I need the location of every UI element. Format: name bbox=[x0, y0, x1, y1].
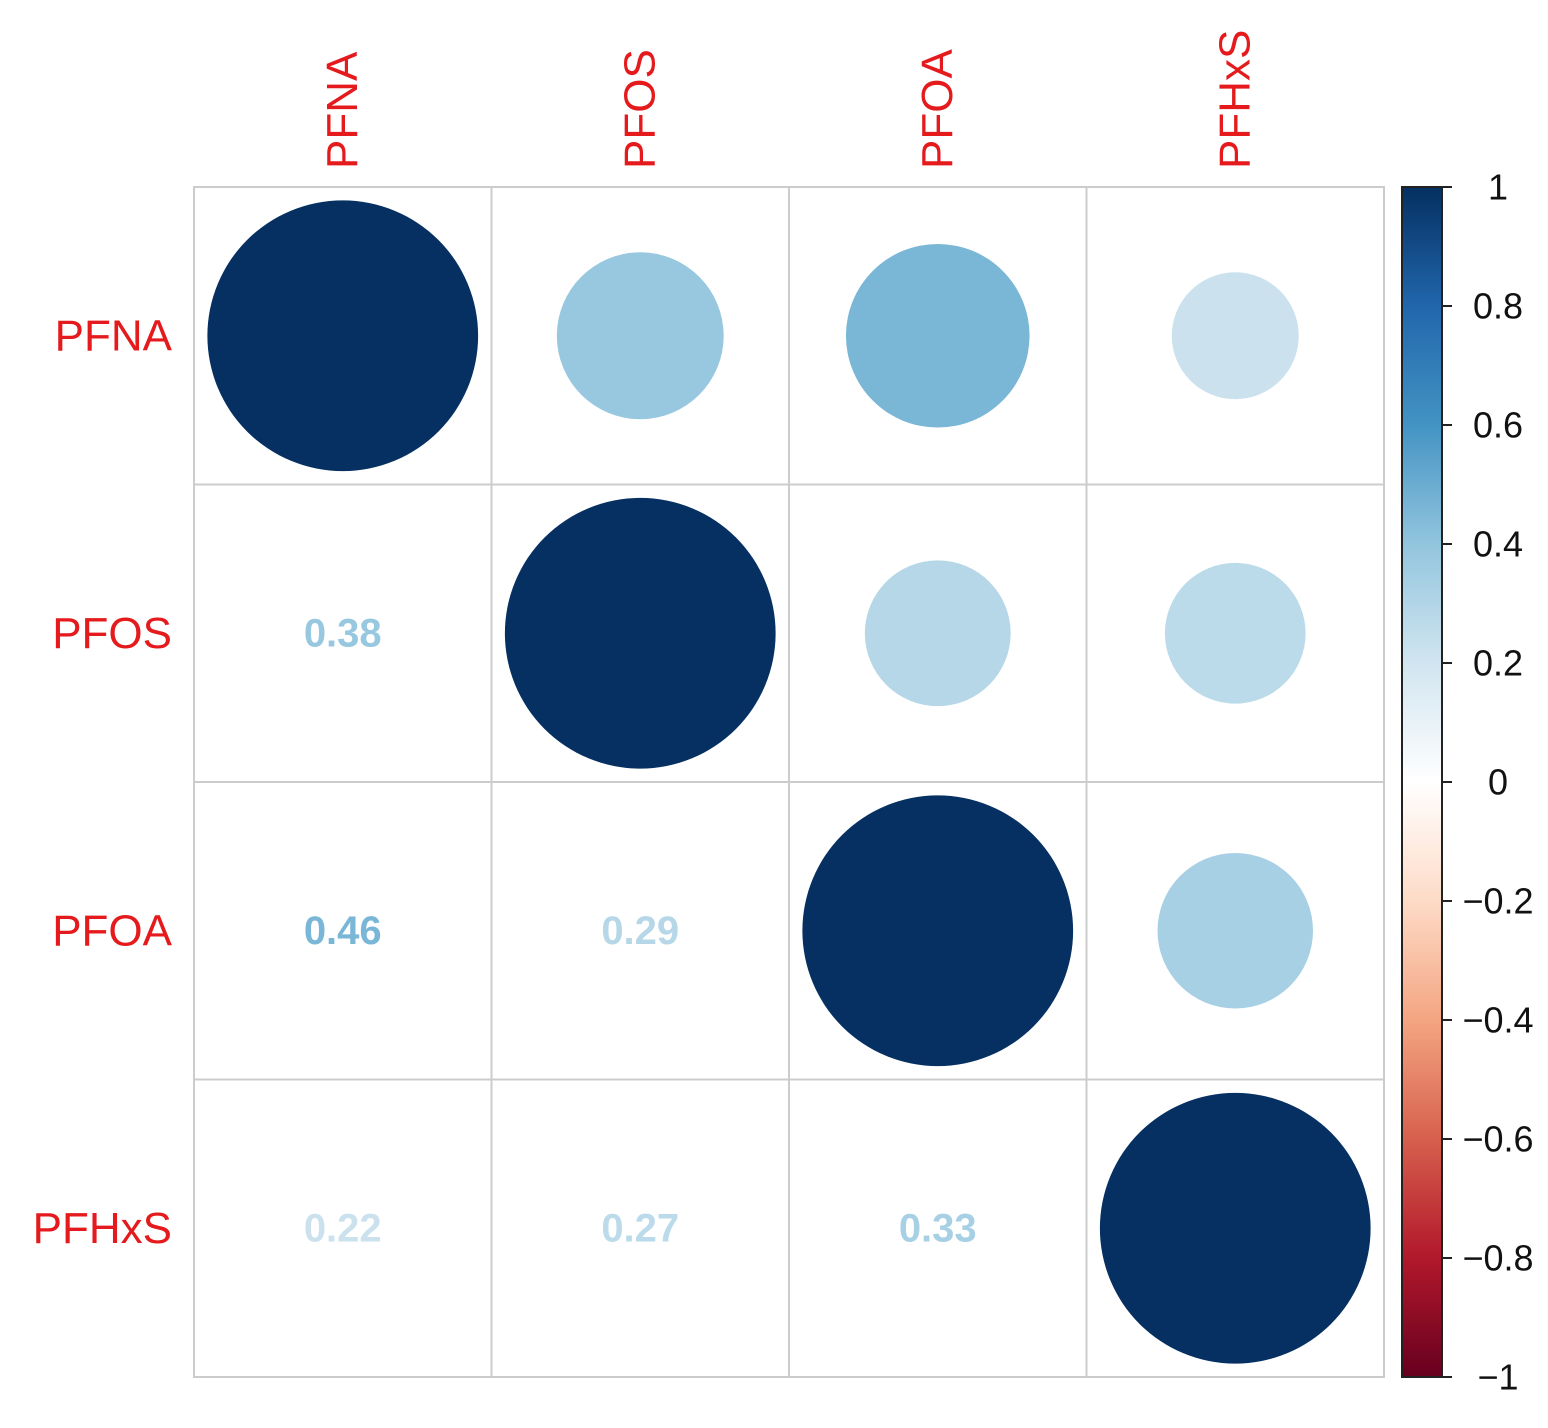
col-label-pfoa: PFOA bbox=[913, 49, 962, 169]
corr-circle-pfos-pfhxs bbox=[1164, 562, 1306, 704]
corr-circle-pfna-pfos bbox=[556, 252, 724, 420]
matrix-glyphs: 0.38 0.46 0.29 0.22 0.27 0.33 bbox=[207, 200, 1371, 1364]
corr-circle-pfna-pfna bbox=[207, 200, 479, 472]
row-label-pfoa: PFOA bbox=[52, 906, 172, 955]
col-label-pfos: PFOS bbox=[615, 49, 664, 169]
corr-circle-pfos-pfoa bbox=[864, 560, 1011, 707]
corr-circle-pfna-pfoa bbox=[845, 243, 1030, 428]
variable-labels: PFNA PFNA PFOS PFOS PFOA PFOA PFHxS PFHxS bbox=[33, 30, 1260, 1253]
corr-value-pfos-pfna: 0.38 bbox=[304, 611, 382, 655]
colorbar-tick-label: −0.2 bbox=[1462, 881, 1533, 922]
corr-circle-pfna-pfhxs bbox=[1171, 272, 1299, 400]
col-label-pfna: PFNA bbox=[318, 51, 367, 169]
colorbar-tick-label: −0.6 bbox=[1462, 1119, 1533, 1160]
corr-circle-pfoa-pfhxs bbox=[1157, 852, 1314, 1009]
row-label-pfhxs: PFHxS bbox=[33, 1204, 172, 1253]
corr-circle-pfhxs-pfhxs bbox=[1099, 1092, 1371, 1364]
col-label-pfhxs: PFHxS bbox=[1210, 30, 1259, 169]
colorbar-tick-label: 1 bbox=[1488, 167, 1508, 208]
row-label-pfna: PFNA bbox=[55, 311, 173, 360]
colorbar-tick-label: 0.8 bbox=[1473, 286, 1523, 327]
corr-value-pfhxs-pfna: 0.22 bbox=[304, 1206, 382, 1250]
colorbar-tick-label: 0.2 bbox=[1473, 643, 1523, 684]
colorbar-tick-label: −0.4 bbox=[1462, 1000, 1533, 1041]
corr-circle-pfoa-pfoa bbox=[802, 795, 1074, 1067]
colorbar-gradient bbox=[1401, 186, 1443, 1378]
corr-value-pfhxs-pfos: 0.27 bbox=[601, 1206, 679, 1250]
corr-value-pfhxs-pfoa: 0.33 bbox=[899, 1206, 977, 1250]
matrix-cell-pfhxs-pfhxs bbox=[1085, 1078, 1385, 1378]
corr-value-pfoa-pfos: 0.29 bbox=[601, 909, 679, 953]
colorbar-tick-label: 0 bbox=[1488, 762, 1508, 803]
colorbar-tick-label: −0.8 bbox=[1462, 1238, 1533, 1279]
matrix-grid bbox=[193, 186, 1385, 1378]
colorbar: 1 0.8 0.6 0.4 0.2 0 −0.2 −0.4 −0.6 −0.8 −1 bbox=[1401, 167, 1534, 1398]
colorbar-tick-label: −1 bbox=[1477, 1357, 1518, 1398]
colorbar-tick-label: 0.6 bbox=[1473, 405, 1523, 446]
colorbar-tick-label: 0.4 bbox=[1473, 524, 1523, 565]
corr-circle-pfos-pfos bbox=[504, 497, 776, 769]
corr-value-pfoa-pfna: 0.46 bbox=[304, 909, 382, 953]
row-label-pfos: PFOS bbox=[52, 609, 172, 658]
